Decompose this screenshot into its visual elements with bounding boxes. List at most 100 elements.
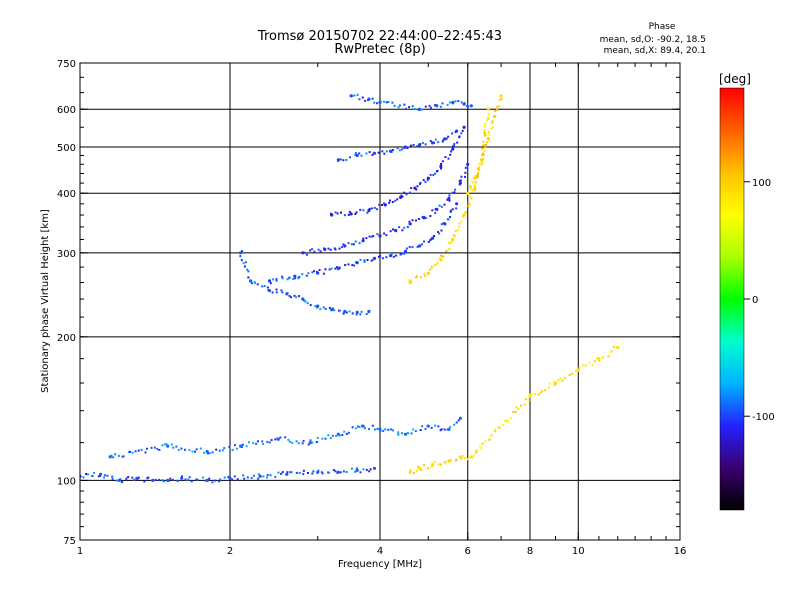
echo-point <box>455 458 458 461</box>
echo-point <box>256 283 259 286</box>
echo-point <box>409 469 412 471</box>
echo-point <box>470 197 473 200</box>
echo-point <box>533 393 536 395</box>
echo-point <box>252 474 255 477</box>
trace-point <box>483 133 487 137</box>
echo-point <box>122 455 125 458</box>
echo-point <box>319 250 322 253</box>
echo-point <box>345 159 348 161</box>
echo-point <box>466 458 469 461</box>
echo-point <box>439 105 442 108</box>
echo-point <box>208 452 211 455</box>
echo-point <box>496 105 499 108</box>
echo-point <box>487 112 490 115</box>
echo-point <box>464 171 467 174</box>
echo-point <box>221 449 224 452</box>
trace-point <box>355 468 359 472</box>
echo-point <box>313 250 316 253</box>
echo-point <box>366 211 369 214</box>
echo-point <box>362 468 365 471</box>
echo-point <box>420 243 423 246</box>
echo-point <box>485 143 488 146</box>
echo-point <box>280 472 283 475</box>
echo-point <box>444 156 447 158</box>
trace-point <box>408 280 412 285</box>
echo-point <box>457 419 460 422</box>
echo-point <box>458 135 461 138</box>
trace-point <box>528 394 532 398</box>
echo-point <box>231 448 234 451</box>
echo-point <box>447 218 450 221</box>
echo-point <box>287 438 290 441</box>
trace-point <box>431 236 435 240</box>
echo-point <box>373 428 376 431</box>
x-tick-label: 6 <box>465 546 471 557</box>
echo-point <box>336 266 339 269</box>
echo-point <box>170 443 173 446</box>
echo-point <box>82 476 85 479</box>
echo-point <box>437 463 440 466</box>
echo-point <box>598 359 601 362</box>
echo-point <box>453 142 456 145</box>
echo-point <box>563 377 566 380</box>
echo-point <box>498 105 500 108</box>
echo-point <box>275 279 278 282</box>
echo-point <box>169 477 172 480</box>
trace-point <box>493 114 497 118</box>
trace-point <box>447 459 451 463</box>
echo-point <box>290 471 293 474</box>
echo-point <box>383 100 385 103</box>
echo-point <box>324 268 327 271</box>
echo-point <box>350 243 353 246</box>
echo-point <box>455 421 458 424</box>
echo-point <box>358 425 361 428</box>
echo-point <box>541 390 544 392</box>
trace-point <box>576 368 580 373</box>
trace-point <box>151 478 155 482</box>
echo-point <box>493 430 496 433</box>
echo-point <box>246 476 249 479</box>
echo-point <box>376 233 379 236</box>
echo-point <box>381 204 383 206</box>
echo-point <box>438 204 441 207</box>
echo-point <box>270 439 273 442</box>
echo-point <box>441 140 444 143</box>
trace-point <box>336 267 340 271</box>
echo-point <box>373 101 376 104</box>
trace-point <box>473 186 477 190</box>
echo-point <box>450 240 453 243</box>
echo-point <box>355 467 358 470</box>
echo-point <box>440 254 442 257</box>
trace-point <box>239 251 243 255</box>
echo-point <box>462 215 465 218</box>
echo-point <box>453 234 456 237</box>
trace-point <box>458 181 462 185</box>
echo-point <box>419 181 422 184</box>
echo-point <box>405 247 408 250</box>
echo-point <box>584 364 587 367</box>
echo-point <box>97 475 100 478</box>
echo-point <box>561 379 564 382</box>
echo-point <box>458 222 461 225</box>
echo-point <box>370 259 373 262</box>
colorbar-tick-label: -100 <box>752 412 775 423</box>
echo-point <box>456 141 459 144</box>
echo-point <box>309 439 312 442</box>
echo-point <box>500 97 503 100</box>
echo-point <box>313 270 315 273</box>
echo-point <box>460 101 463 104</box>
echo-point <box>468 203 471 206</box>
echo-point <box>455 459 458 462</box>
echo-point <box>85 473 87 475</box>
echo-point <box>430 238 433 241</box>
echo-point <box>368 208 371 210</box>
echo-point <box>387 100 390 103</box>
trace-point <box>443 137 447 141</box>
echo-point <box>416 275 419 277</box>
trace-point <box>166 478 170 482</box>
echo-point <box>430 427 433 429</box>
trace-point <box>249 279 253 283</box>
echo-point <box>188 476 191 479</box>
trace-point <box>355 310 359 314</box>
trace-point <box>276 437 280 441</box>
